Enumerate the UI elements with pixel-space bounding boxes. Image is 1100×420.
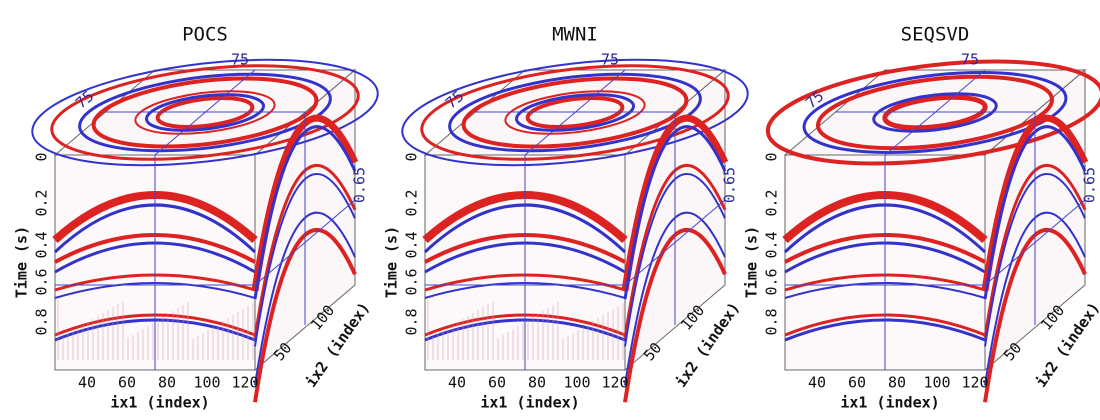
ix1-tick-label: 60	[488, 374, 506, 392]
time-tick-label: 0.6	[33, 268, 51, 295]
ring	[377, 66, 773, 159]
event	[625, 192, 725, 402]
slice-label: 75	[231, 51, 249, 69]
ix1-tick-label: 100	[923, 374, 950, 392]
event	[255, 128, 355, 338]
slice-label: 0.65	[351, 167, 369, 203]
ix1-axis-label: ix1 (index)	[110, 394, 209, 412]
event	[625, 128, 725, 338]
panel-title: SEQSVD	[901, 24, 970, 46]
event	[255, 192, 355, 402]
slice-line	[55, 69, 356, 370]
event	[255, 81, 355, 291]
event	[255, 89, 355, 299]
ix1-tick-label: 80	[528, 374, 546, 392]
time-tick-label: 0.8	[763, 308, 781, 335]
ix1-axis-label: ix1 (index)	[480, 394, 579, 412]
ix1-tick-label: 80	[888, 374, 906, 392]
ix1-tick-label: 120	[961, 374, 988, 392]
time-axis-label: Time (s)	[743, 226, 761, 298]
time-tick-label: 0	[763, 152, 781, 161]
ring	[719, 61, 1100, 163]
event	[985, 137, 1085, 347]
event	[625, 81, 725, 291]
event	[985, 89, 1085, 299]
ix1-tick-label: 60	[118, 374, 136, 392]
ix1-tick-label: 120	[601, 374, 628, 392]
event	[255, 175, 355, 385]
side-events	[985, 81, 1085, 403]
event	[255, 137, 355, 347]
ix1-tick-label: 100	[193, 374, 220, 392]
ix1-tick-label: 120	[231, 374, 258, 392]
ix1-tick-label: 40	[808, 374, 826, 392]
time-axis-label: Time (s)	[383, 226, 401, 298]
event	[625, 175, 725, 385]
slice-label: 75	[961, 51, 979, 69]
event	[985, 192, 1085, 402]
ix1-axis-label: ix1 (index)	[840, 394, 939, 412]
side-events	[625, 81, 725, 403]
slice-label: 0.65	[721, 167, 739, 203]
time-tick-label: 0.8	[33, 308, 51, 335]
time-tick-label: 0.4	[403, 231, 421, 258]
slice-line	[425, 69, 726, 370]
time-tick-label: 0.8	[403, 308, 421, 335]
time-tick-label: 0.6	[403, 268, 421, 295]
time-axis-label: Time (s)	[13, 226, 31, 298]
event	[625, 89, 725, 299]
time-tick-label: 0.4	[763, 231, 781, 258]
event	[625, 137, 725, 347]
event	[985, 128, 1085, 338]
slice-line	[785, 69, 1086, 370]
ring	[0, 60, 428, 165]
ix1-tick-label: 80	[158, 374, 176, 392]
event	[985, 175, 1085, 385]
panel-title: POCS	[182, 24, 228, 46]
ix1-tick-label: 60	[848, 374, 866, 392]
event	[985, 81, 1085, 291]
time-tick-label: 0.2	[403, 189, 421, 216]
ix1-tick-label: 40	[78, 374, 96, 392]
ring	[352, 60, 798, 165]
side-events	[255, 81, 355, 403]
ix1-tick-label: 40	[448, 374, 466, 392]
time-tick-label: 0	[33, 152, 51, 161]
time-tick-label: 0.2	[763, 189, 781, 216]
slice-label: 0.65	[1081, 167, 1099, 203]
time-tick-label: 0	[403, 152, 421, 161]
panel-title: MWNI	[552, 24, 598, 46]
time-tick-label: 0.2	[33, 189, 51, 216]
ix1-tick-label: 100	[563, 374, 590, 392]
time-tick-label: 0.6	[763, 268, 781, 295]
time-tick-label: 0.4	[33, 231, 51, 258]
slice-label: 75	[601, 51, 619, 69]
ring	[7, 66, 403, 159]
